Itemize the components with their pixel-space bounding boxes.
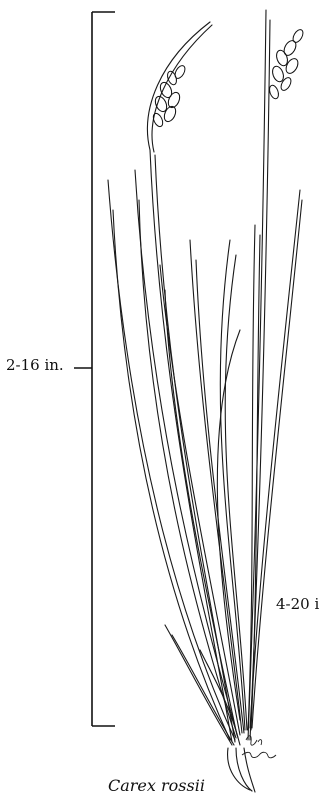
leaf-blades <box>107 9 303 793</box>
species-caption: Carex rossii <box>108 776 205 795</box>
leaf-length-label: 4-20 i <box>276 595 320 613</box>
spikelets <box>152 29 304 128</box>
height-range-label: 2-16 in. <box>6 356 64 374</box>
artist-signature <box>241 735 277 759</box>
height-scale-bracket <box>74 11 115 727</box>
